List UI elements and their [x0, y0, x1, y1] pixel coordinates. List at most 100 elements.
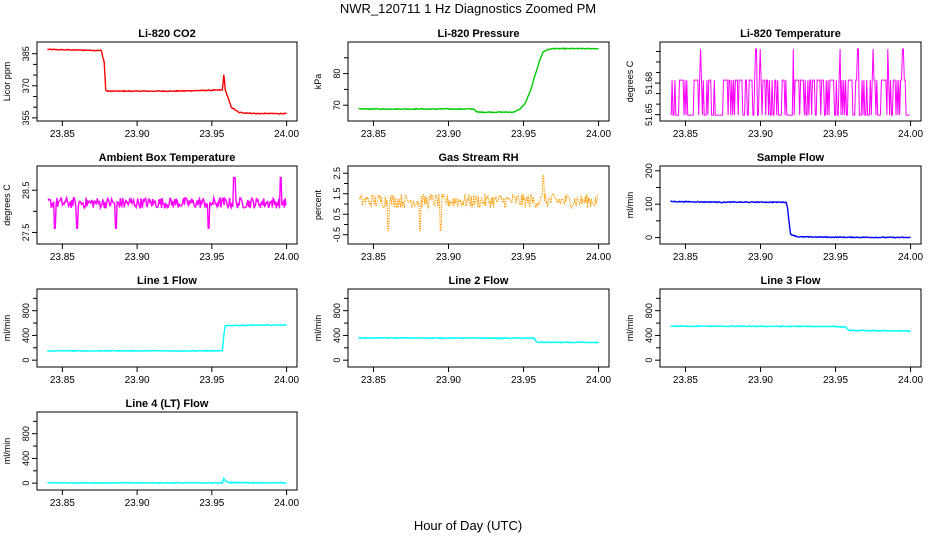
panel-1: Li-820 Pressure 23.85 23.90 23.95 24.00 70 80 k…	[313, 28, 612, 140]
panel-title: Line 3 Flow	[761, 275, 821, 287]
series-line	[669, 324, 911, 333]
x-tick-label: 24.00	[586, 129, 611, 140]
series-line	[46, 477, 287, 485]
x-tick-label: 23.95	[511, 375, 536, 386]
y-tick-label: -0.5	[332, 227, 342, 243]
panel-title: Gas Stream RH	[438, 152, 518, 164]
series-line	[46, 323, 287, 353]
x-tick-label: 23.85	[50, 375, 75, 386]
panel-8: Line 3 Flow 23.85 23.90 23.95 24.00 0 400 800 ml…	[625, 275, 924, 386]
y-axis-label: percent	[313, 189, 323, 220]
plot-frame	[347, 288, 610, 368]
figure-x-axis-label: Hour of Day (UTC)	[413, 518, 523, 533]
y-axis-label: ml/min	[625, 315, 635, 342]
x-tick-label: 23.95	[823, 375, 848, 386]
x-tick-label: 23.90	[125, 498, 150, 509]
x-tick-label: 24.00	[586, 375, 611, 386]
x-tick-label: 23.95	[199, 252, 224, 263]
panel-5: Sample Flow 23.85 23.90 23.95 24.00 0 100 200 ml…	[625, 152, 924, 263]
plot-frame	[36, 411, 298, 491]
figure-title: NWR_120711 1 Hz Diagnostics Zoomed PM	[339, 1, 597, 16]
panel-title: Li-820 Temperature	[740, 28, 841, 40]
panel-0: Li-820 CO2 23.85 23.90 23.95 24.00 355 370 385 L…	[2, 28, 300, 140]
y-tick-label: 0	[332, 358, 342, 363]
x-tick-label: 23.85	[673, 252, 698, 263]
panel-2: Li-820 Temperature 23.85 23.90 23.95 24.00 51…	[625, 28, 924, 140]
x-tick-label: 23.95	[823, 129, 848, 140]
plot-frame	[659, 165, 922, 245]
x-tick-label: 23.95	[823, 252, 848, 263]
plot-frame	[659, 288, 922, 368]
y-tick-label: 800	[21, 303, 31, 318]
y-tick-label: 2.5	[332, 167, 342, 180]
y-axis-label: ml/min	[625, 192, 635, 219]
y-tick-label: 51.68	[644, 72, 654, 95]
y-tick-label: 800	[332, 303, 342, 318]
y-tick-label: 28.5	[21, 181, 31, 199]
y-tick-label: 200	[644, 163, 654, 178]
x-tick-label: 24.00	[898, 375, 923, 386]
x-tick-label: 23.90	[125, 252, 150, 263]
y-axis-label: ml/min	[313, 315, 323, 342]
series-line	[358, 47, 599, 114]
panel-title: Sample Flow	[757, 152, 825, 164]
plot-frame	[36, 288, 298, 368]
plot-frame	[36, 165, 298, 245]
y-tick-label: 400	[644, 328, 654, 343]
panel-title: Li-820 CO2	[138, 28, 195, 40]
x-tick-label: 23.95	[199, 375, 224, 386]
x-tick-label: 23.85	[50, 129, 75, 140]
x-tick-label: 23.90	[436, 252, 461, 263]
panel-4: Gas Stream RH 23.85 23.90 23.95 24.00 -0.5 0.5…	[313, 152, 612, 263]
panel-7: Line 2 Flow 23.85 23.90 23.95 24.00 0 400 800 ml…	[313, 275, 612, 386]
y-tick-label: 400	[21, 451, 31, 466]
x-tick-label: 23.90	[125, 375, 150, 386]
plot-frame	[347, 41, 610, 122]
y-axis-label: degrees C	[2, 184, 12, 226]
x-tick-label: 23.85	[673, 129, 698, 140]
plot-frame	[347, 165, 610, 245]
y-axis-label: ml/min	[2, 438, 12, 465]
series-line	[358, 336, 600, 344]
panel-title: Ambient Box Temperature	[99, 152, 236, 164]
x-tick-label: 23.90	[748, 129, 773, 140]
x-tick-label: 23.90	[125, 129, 150, 140]
panel-title: Line 1 Flow	[137, 275, 197, 287]
x-tick-label: 24.00	[274, 498, 299, 509]
y-tick-label: 800	[21, 426, 31, 441]
y-tick-label: 51.65	[644, 103, 654, 126]
panel-3: Ambient Box Temperature 23.85 23.90 23.95 24…	[2, 152, 300, 263]
x-tick-label: 24.00	[586, 252, 611, 263]
x-tick-label: 23.85	[361, 252, 386, 263]
y-tick-label: 400	[332, 328, 342, 343]
y-axis-label: degrees C	[625, 60, 635, 102]
series-line	[47, 48, 287, 115]
x-tick-label: 24.00	[274, 252, 299, 263]
y-tick-label: 0	[21, 358, 31, 363]
x-tick-label: 23.90	[748, 375, 773, 386]
y-tick-label: 385	[21, 46, 31, 61]
y-tick-label: 355	[21, 110, 31, 125]
series-points	[358, 174, 599, 232]
x-tick-label: 23.90	[436, 129, 461, 140]
y-tick-label: 0	[644, 235, 654, 240]
series-line	[670, 200, 911, 239]
y-tick-label: 1.5	[332, 187, 342, 200]
y-tick-label: 27.5	[21, 224, 31, 242]
y-axis-label: kPa	[313, 74, 323, 90]
x-tick-label: 23.85	[361, 129, 386, 140]
plot-frame	[659, 41, 922, 122]
y-axis-label: Licor ppm	[2, 62, 12, 102]
y-tick-label: 70	[332, 100, 342, 110]
y-tick-label: 0	[644, 358, 654, 363]
x-tick-label: 23.95	[199, 129, 224, 140]
x-tick-label: 23.85	[50, 252, 75, 263]
y-tick-label: 400	[21, 328, 31, 343]
x-tick-label: 24.00	[898, 252, 923, 263]
series-line	[47, 176, 287, 229]
y-tick-label: 800	[644, 303, 654, 318]
panel-title: Line 4 (LT) Flow	[126, 398, 209, 410]
y-axis-label: ml/min	[2, 315, 12, 342]
